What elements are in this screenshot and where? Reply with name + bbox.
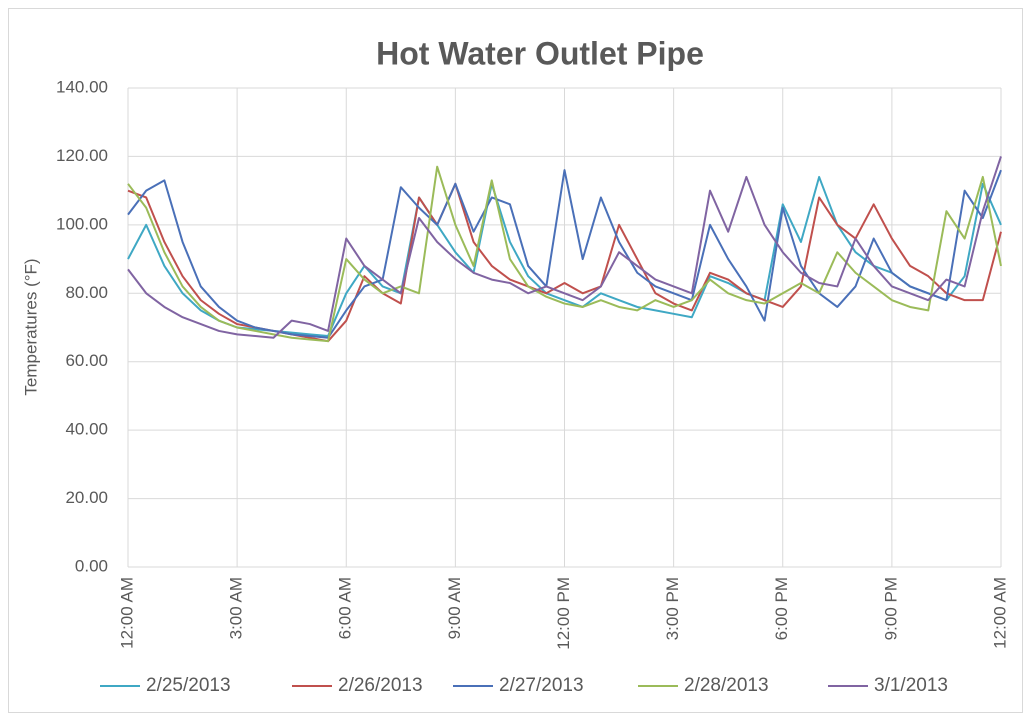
y-tick-label: 40.00	[65, 420, 108, 439]
y-tick-label: 0.00	[75, 556, 108, 575]
series-line	[127, 156, 1002, 339]
y-axis-label: Temperatures (°F)	[21, 258, 40, 395]
x-tick-label: 12:00 PM	[554, 577, 573, 650]
x-tick-label: 3:00 AM	[227, 577, 246, 639]
chart-title: Hot Water Outlet Pipe	[376, 35, 704, 71]
y-tick-label: 60.00	[65, 351, 108, 370]
legend-label: 2/27/2013	[499, 675, 584, 696]
y-tick-label: 120.00	[56, 146, 108, 165]
y-tick-label: 100.00	[56, 214, 108, 233]
y-tick-label: 140.00	[56, 77, 108, 96]
legend-label: 3/1/2013	[874, 675, 948, 696]
x-tick-label: 6:00 AM	[336, 577, 355, 639]
plot	[127, 156, 1002, 343]
x-tick-label: 9:00 PM	[881, 577, 900, 640]
x-tick-label: 3:00 PM	[663, 577, 682, 640]
legend: 2/25/2013 2/26/2013 2/27/2013 2/28/2013 3/1/…	[100, 675, 948, 696]
x-tick-label: 9:00 AM	[445, 577, 464, 639]
y-tick-label: 20.00	[65, 488, 108, 507]
legend-label: 2/25/2013	[146, 675, 231, 696]
x-tick-label: 12:00 AM	[117, 577, 136, 649]
ticks: 0.00 20.00 40.00 60.00 80.00 100.00 120.00 140.…	[56, 77, 1009, 649]
x-tick-label: 12:00 AM	[990, 577, 1009, 649]
series-line	[127, 165, 1002, 343]
legend-label: 2/28/2013	[684, 675, 769, 696]
y-tick-label: 80.00	[65, 283, 108, 302]
series-line	[127, 169, 1002, 339]
x-tick-label: 6:00 PM	[772, 577, 791, 640]
chart-border	[8, 8, 1023, 713]
legend-label: 2/26/2013	[338, 675, 423, 696]
